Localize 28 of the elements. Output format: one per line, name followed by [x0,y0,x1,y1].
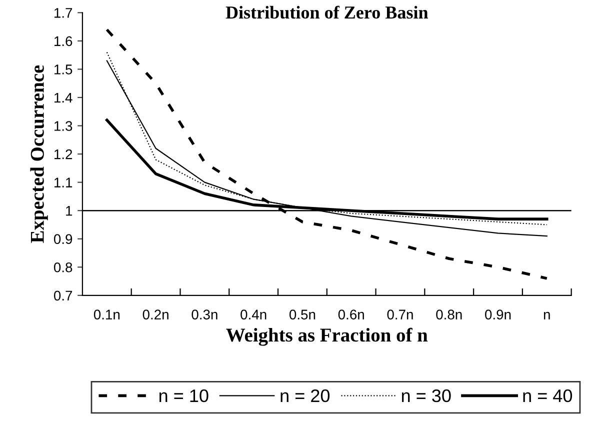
y-tick-label: 1.1 [54,178,72,188]
y-tick-label: 0.9 [54,234,72,244]
x-tick-label: 0.7n [387,310,413,320]
x-tick-label: 0.2n [142,310,168,320]
y-tick-label: 1.5 [54,64,72,74]
legend-label: n = 10 [159,389,208,402]
y-tick-label: 1.3 [54,121,72,131]
legend-label: n = 40 [523,389,572,402]
x-tick-label: 0.4n [240,310,266,320]
y-tick-label: 1.4 [54,92,72,103]
chart-title: Distribution of Zero Basin [226,6,428,19]
y-tick-label: 0.7 [54,290,72,301]
x-tick-label: 0.9n [485,310,511,320]
x-tick-label: 0.5n [289,310,316,320]
x-tick-label: n [544,312,550,320]
x-tick-label: 0.8n [436,310,462,320]
x-axis-title: Weights as Fraction of n [226,328,428,346]
y-tick-label: 1 [66,206,72,216]
y-axis-title: Expected Occurrence [30,65,48,243]
legend-label: n = 20 [280,389,330,402]
y-tick-label: 1.2 [54,149,72,160]
x-tick-label: 0.6n [338,310,364,320]
x-tick-label: 0.1n [94,310,120,320]
x-tick-label: 0.3n [192,310,218,320]
y-tick-label: 1.6 [54,36,72,46]
y-tick-label: 1.7 [54,8,72,18]
y-tick-label: 0.8 [54,262,72,272]
legend-label: n = 30 [402,389,451,402]
